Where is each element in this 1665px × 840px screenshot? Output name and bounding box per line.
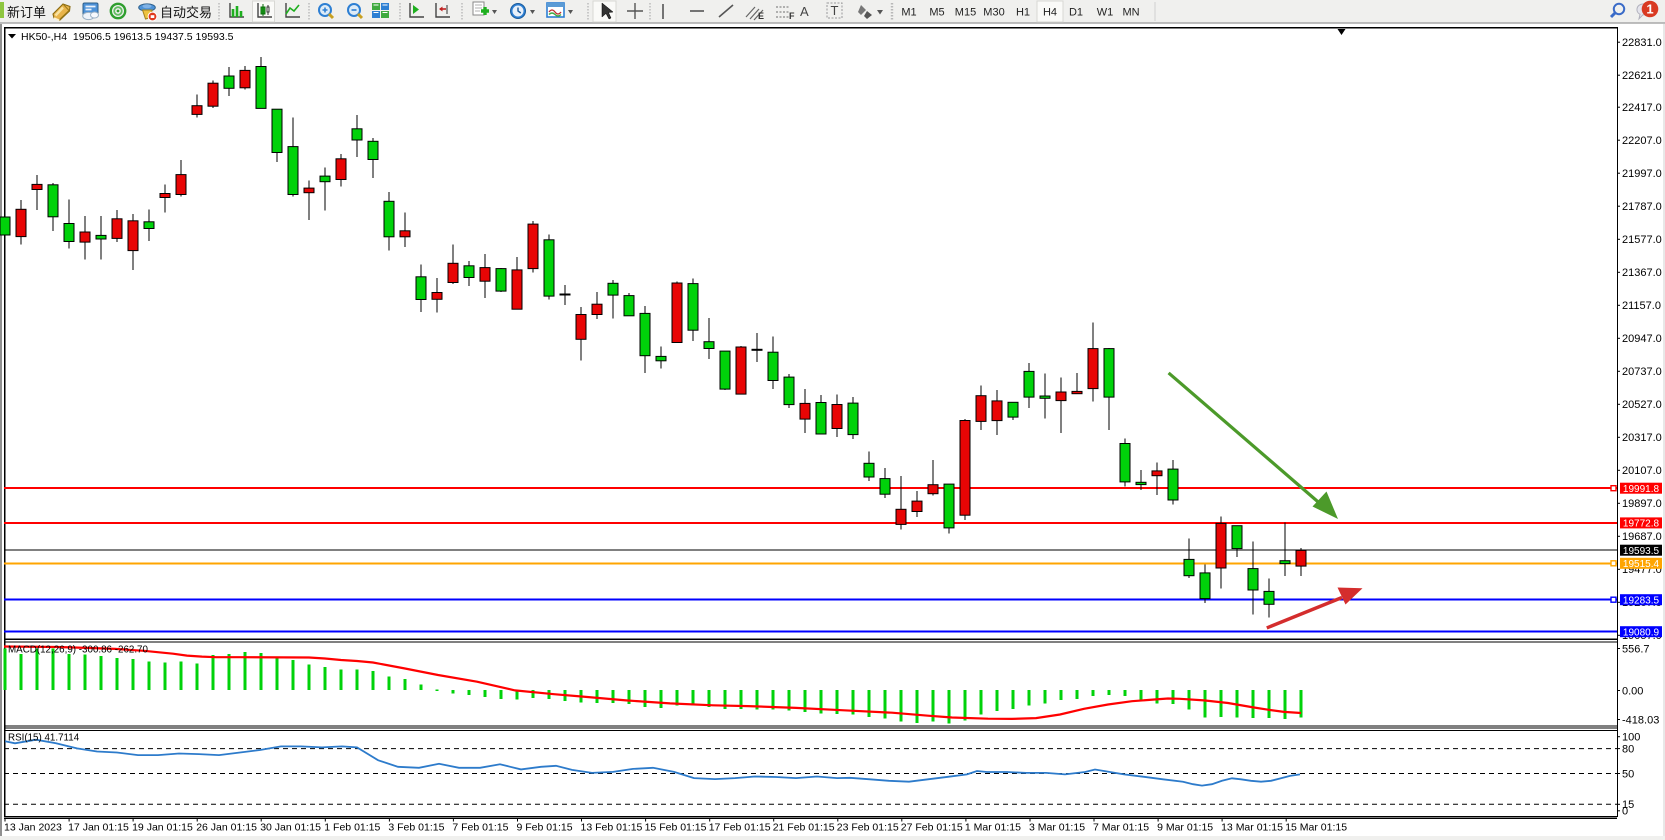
svg-text:22831.0: 22831.0 <box>1622 37 1662 49</box>
svg-text:H4: H4 <box>1043 7 1057 19</box>
svg-text:MN: MN <box>1122 7 1139 19</box>
svg-text:21 Feb 01:15: 21 Feb 01:15 <box>773 822 835 834</box>
svg-text:100: 100 <box>1622 732 1640 744</box>
svg-text:M30: M30 <box>983 7 1004 19</box>
svg-text:3 Feb 01:15: 3 Feb 01:15 <box>388 822 444 834</box>
svg-text:7 Feb 01:15: 7 Feb 01:15 <box>452 822 508 834</box>
svg-text:3 Mar 01:15: 3 Mar 01:15 <box>1029 822 1085 834</box>
svg-text:23 Feb 01:15: 23 Feb 01:15 <box>837 822 899 834</box>
svg-text:7 Mar 01:15: 7 Mar 01:15 <box>1093 822 1149 834</box>
svg-text:17 Feb 01:15: 17 Feb 01:15 <box>709 822 771 834</box>
svg-text:80: 80 <box>1622 743 1634 755</box>
svg-text:15 Mar 01:15: 15 Mar 01:15 <box>1285 822 1347 834</box>
svg-text:13 Jan 2023: 13 Jan 2023 <box>4 822 62 834</box>
svg-text:9 Feb 01:15: 9 Feb 01:15 <box>517 822 573 834</box>
svg-text:13 Feb 01:15: 13 Feb 01:15 <box>581 822 643 834</box>
svg-text:15 Feb 01:15: 15 Feb 01:15 <box>645 822 707 834</box>
svg-text:1 Feb 01:15: 1 Feb 01:15 <box>324 822 380 834</box>
svg-text:21367.0: 21367.0 <box>1622 267 1662 279</box>
svg-text:1: 1 <box>1646 2 1653 17</box>
svg-text:21157.0: 21157.0 <box>1622 300 1661 312</box>
svg-text:E: E <box>758 11 764 21</box>
svg-text:-418.03: -418.03 <box>1622 714 1659 726</box>
svg-text:1 Mar 01:15: 1 Mar 01:15 <box>965 822 1021 834</box>
svg-text:0.00: 0.00 <box>1622 685 1643 697</box>
svg-text:19772.8: 19772.8 <box>1623 519 1660 530</box>
svg-text:19991.8: 19991.8 <box>1623 484 1660 495</box>
svg-text:22417.0: 22417.0 <box>1622 102 1662 114</box>
svg-text:M15: M15 <box>955 7 976 19</box>
svg-text:D1: D1 <box>1069 7 1083 19</box>
svg-text:20947.0: 20947.0 <box>1622 333 1662 345</box>
svg-text:21997.0: 21997.0 <box>1622 168 1662 180</box>
svg-text:21787.0: 21787.0 <box>1622 201 1662 213</box>
svg-text:19687.0: 19687.0 <box>1622 531 1662 543</box>
svg-text:20737.0: 20737.0 <box>1622 366 1662 378</box>
svg-text:556.7: 556.7 <box>1622 643 1650 655</box>
svg-text:MACD(12,26,9) -300.86 -262.70: MACD(12,26,9) -300.86 -262.70 <box>8 645 149 656</box>
svg-text:9 Mar 01:15: 9 Mar 01:15 <box>1157 822 1213 834</box>
svg-text:20527.0: 20527.0 <box>1622 399 1662 411</box>
svg-text:H1: H1 <box>1016 7 1030 19</box>
svg-text:0: 0 <box>1622 806 1628 818</box>
svg-text:M5: M5 <box>929 7 944 19</box>
svg-text:自动交易: 自动交易 <box>160 5 212 20</box>
svg-text:19515.4: 19515.4 <box>1623 559 1660 570</box>
svg-text:20317.0: 20317.0 <box>1622 432 1662 444</box>
svg-text:19080.9: 19080.9 <box>1623 628 1660 639</box>
svg-text:A: A <box>800 4 809 19</box>
svg-text:19897.0: 19897.0 <box>1622 498 1662 510</box>
svg-text:新订单: 新订单 <box>7 5 46 20</box>
svg-text:19593.5: 19593.5 <box>1623 546 1660 557</box>
svg-text:17 Jan 01:15: 17 Jan 01:15 <box>68 822 129 834</box>
svg-text:M1: M1 <box>901 7 916 19</box>
svg-text:19 Jan 01:15: 19 Jan 01:15 <box>132 822 193 834</box>
svg-text:22207.0: 22207.0 <box>1622 135 1662 147</box>
svg-text:22621.0: 22621.0 <box>1622 70 1662 82</box>
svg-text:19283.5: 19283.5 <box>1623 596 1660 607</box>
svg-text:15: 15 <box>1622 799 1634 811</box>
svg-text:RSI(15) 41.7114: RSI(15) 41.7114 <box>8 733 80 744</box>
svg-text:20107.0: 20107.0 <box>1622 465 1662 477</box>
svg-text:HK50-,H4 19506.5 19613.5 1943: HK50-,H4 19506.5 19613.5 19437.5 19593.5 <box>21 31 234 43</box>
svg-text:27 Feb 01:15: 27 Feb 01:15 <box>901 822 963 834</box>
svg-text:F: F <box>789 11 795 21</box>
svg-text:30 Jan 01:15: 30 Jan 01:15 <box>260 822 321 834</box>
svg-text:13 Mar 01:15: 13 Mar 01:15 <box>1221 822 1283 834</box>
svg-text:T: T <box>831 3 839 18</box>
svg-text:W1: W1 <box>1097 7 1114 19</box>
svg-text:21577.0: 21577.0 <box>1622 234 1662 246</box>
svg-text:26 Jan 01:15: 26 Jan 01:15 <box>196 822 257 834</box>
svg-text:50: 50 <box>1622 768 1634 780</box>
